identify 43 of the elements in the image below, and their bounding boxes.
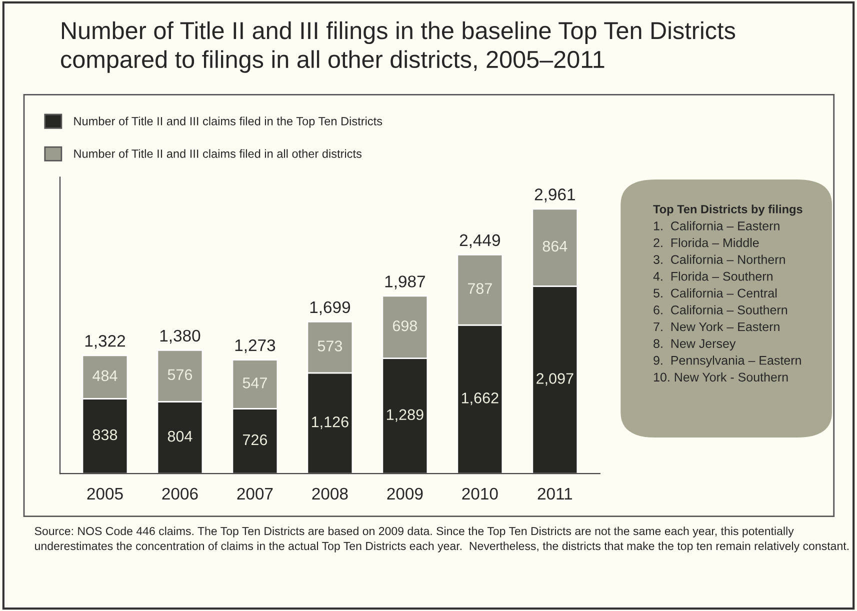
x-tick-label: 2011 xyxy=(538,488,572,500)
data-label: 573 xyxy=(318,340,342,352)
data-label: 1,289 xyxy=(386,409,424,422)
x-tick-label: 2006 xyxy=(162,488,198,500)
total-label: 1,273 xyxy=(235,339,276,354)
text: 4. Florida – Southern xyxy=(653,272,772,281)
x-tick-label: 2008 xyxy=(312,488,348,500)
chart-title: Number of Title II and III filings in the baseline Top Ten Districts compared to filings in all other districts, 2005–2011 xyxy=(61,21,736,73)
data-label: 2,097 xyxy=(536,373,574,386)
x-tick-label: 2005 xyxy=(87,488,123,500)
data-label: 726 xyxy=(242,434,268,446)
x-tick-label: 2009 xyxy=(387,488,423,500)
source-note: Source: NOS Code 446 claims. The Top Ten Districts are based on 2009 data. Since the Top Ten Districts are not the same each year, this potentially underestimates the concentration of claims in the actual Top Ten Districts each year. Nevertheless, the districts that make the top ten remain relatively constant. xyxy=(34,526,848,552)
data-label: 576 xyxy=(168,369,192,380)
data-label: 864 xyxy=(542,240,568,252)
x-tick-label: 2010 xyxy=(462,488,498,500)
data-label: 698 xyxy=(392,320,418,332)
text: 1. California – Eastern xyxy=(654,221,780,230)
data-label: 804 xyxy=(168,430,192,442)
total-label: 2,961 xyxy=(534,188,575,202)
data-label: 1,126 xyxy=(312,416,348,430)
text: 10. New York - Southern xyxy=(654,372,788,382)
total-label: 1,322 xyxy=(85,335,125,349)
text: 7. New York – Eastern xyxy=(654,322,780,332)
data-label: 787 xyxy=(468,283,492,294)
legend-label: Number of Title II and III claims filed in the Top Ten Districts xyxy=(74,116,382,128)
text: 6. California – Southern xyxy=(654,305,788,314)
total-label: 1,987 xyxy=(385,276,425,290)
text: 9. Pennsylvania – Eastern xyxy=(654,356,801,368)
text: 8. New Jersey xyxy=(654,339,736,350)
text: 2. Florida – Middle xyxy=(654,238,759,248)
total-label: 2,449 xyxy=(460,234,500,248)
data-label: 547 xyxy=(242,378,267,388)
text: Top Ten Districts by filings xyxy=(653,204,802,216)
text: 3. California – Northern xyxy=(654,254,785,264)
data-label: 838 xyxy=(92,429,118,440)
text: 5. California – Central xyxy=(654,288,777,298)
data-label: 484 xyxy=(92,370,118,382)
x-tick-label: 2007 xyxy=(237,488,273,500)
data-label: 1,662 xyxy=(462,392,498,406)
total-label: 1,699 xyxy=(310,301,350,316)
total-label: 1,380 xyxy=(160,330,200,344)
legend-label: Number of Title II and III claims filed in all other districts xyxy=(74,149,362,158)
